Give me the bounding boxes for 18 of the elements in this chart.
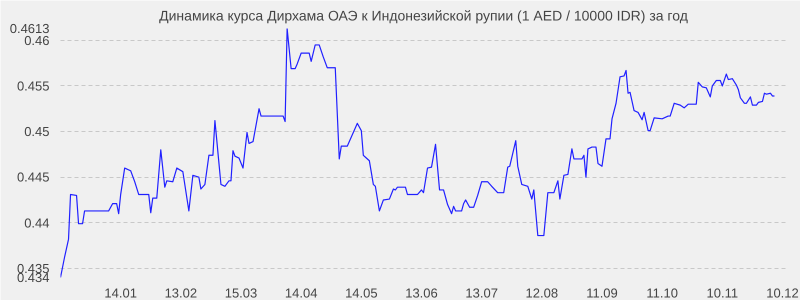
chart-title: Динамика курса Дирхама ОАЭ к Индонезийской рупии (1 AED / 10000 IDR) за год xyxy=(159,8,688,24)
y-tick-label: 0.45 xyxy=(24,124,50,140)
x-tick-label: 15.03 xyxy=(224,286,258,300)
y-tick-label: 0.445 xyxy=(16,170,50,185)
line-series xyxy=(60,28,776,278)
y-tick-label: 0.455 xyxy=(16,78,50,94)
x-tick-label: 13.06 xyxy=(405,286,438,300)
x-tick-label: 13.07 xyxy=(465,286,498,300)
x-tick-label: 11.10 xyxy=(646,286,678,300)
x-tick-label: 11.09 xyxy=(586,286,618,300)
x-tick-label: 10.11 xyxy=(706,286,738,300)
x-tick-label: 13.02 xyxy=(164,286,198,300)
x-tick-label: 10.12 xyxy=(766,286,799,300)
x-tick-label: 14.01 xyxy=(104,286,137,300)
x-tick-label: 12.08 xyxy=(526,286,558,300)
x-tick-label: 14.05 xyxy=(345,286,378,300)
x-tick-label: 14.04 xyxy=(284,286,318,300)
y-tick-label: 0.44 xyxy=(24,215,50,230)
